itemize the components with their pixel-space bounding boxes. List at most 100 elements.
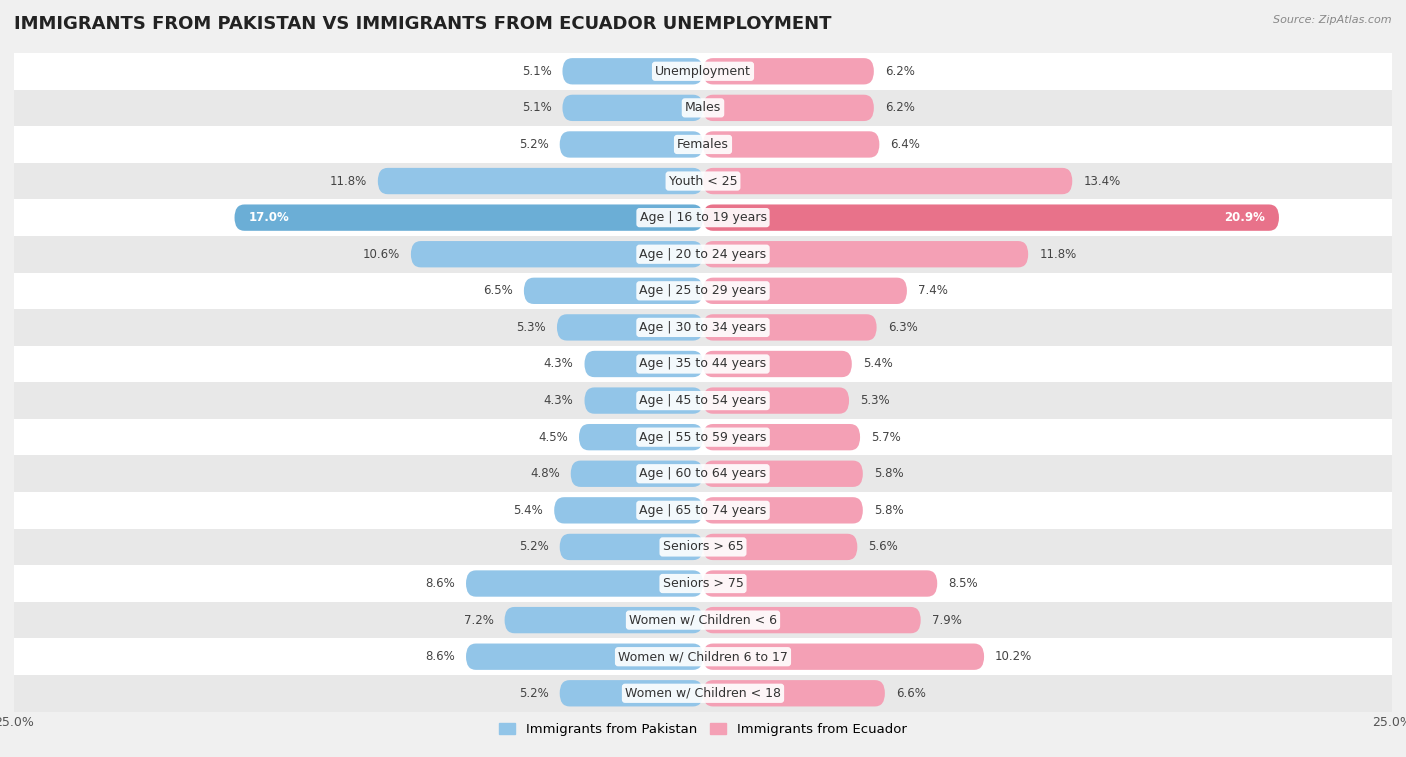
FancyBboxPatch shape	[703, 95, 875, 121]
Text: 5.4%: 5.4%	[513, 504, 543, 517]
Text: 5.8%: 5.8%	[875, 504, 904, 517]
Text: Women w/ Children < 6: Women w/ Children < 6	[628, 614, 778, 627]
FancyBboxPatch shape	[585, 388, 703, 414]
FancyBboxPatch shape	[235, 204, 703, 231]
Text: 4.8%: 4.8%	[530, 467, 560, 480]
Bar	[14, 419, 1392, 456]
Text: Males: Males	[685, 101, 721, 114]
Text: 13.4%: 13.4%	[1083, 175, 1121, 188]
Bar	[14, 602, 1392, 638]
FancyBboxPatch shape	[703, 388, 849, 414]
Text: 7.4%: 7.4%	[918, 285, 948, 298]
FancyBboxPatch shape	[703, 278, 907, 304]
Text: Age | 60 to 64 years: Age | 60 to 64 years	[640, 467, 766, 480]
Text: 4.3%: 4.3%	[544, 357, 574, 370]
Text: 6.3%: 6.3%	[887, 321, 917, 334]
Text: Age | 45 to 54 years: Age | 45 to 54 years	[640, 394, 766, 407]
Text: Women w/ Children < 18: Women w/ Children < 18	[626, 687, 780, 699]
Bar	[14, 309, 1392, 346]
Text: 20.9%: 20.9%	[1225, 211, 1265, 224]
Text: 8.6%: 8.6%	[425, 650, 456, 663]
Text: 5.2%: 5.2%	[519, 687, 548, 699]
Text: Age | 65 to 74 years: Age | 65 to 74 years	[640, 504, 766, 517]
Text: Age | 16 to 19 years: Age | 16 to 19 years	[640, 211, 766, 224]
Text: Seniors > 65: Seniors > 65	[662, 540, 744, 553]
FancyBboxPatch shape	[524, 278, 703, 304]
Text: Age | 20 to 24 years: Age | 20 to 24 years	[640, 248, 766, 260]
FancyBboxPatch shape	[703, 570, 938, 597]
FancyBboxPatch shape	[703, 241, 1028, 267]
Bar	[14, 638, 1392, 675]
Bar	[14, 126, 1392, 163]
Text: 6.5%: 6.5%	[484, 285, 513, 298]
Text: 5.2%: 5.2%	[519, 540, 548, 553]
FancyBboxPatch shape	[557, 314, 703, 341]
Text: 5.3%: 5.3%	[860, 394, 890, 407]
Text: Age | 25 to 29 years: Age | 25 to 29 years	[640, 285, 766, 298]
Text: Unemployment: Unemployment	[655, 65, 751, 78]
Bar	[14, 675, 1392, 712]
Text: Females: Females	[678, 138, 728, 151]
Text: 5.6%: 5.6%	[869, 540, 898, 553]
FancyBboxPatch shape	[505, 607, 703, 634]
Text: Source: ZipAtlas.com: Source: ZipAtlas.com	[1274, 15, 1392, 25]
Text: 6.2%: 6.2%	[884, 101, 915, 114]
Bar	[14, 382, 1392, 419]
Bar	[14, 199, 1392, 236]
FancyBboxPatch shape	[554, 497, 703, 524]
Text: 11.8%: 11.8%	[1039, 248, 1077, 260]
FancyBboxPatch shape	[411, 241, 703, 267]
FancyBboxPatch shape	[378, 168, 703, 195]
Text: 10.2%: 10.2%	[995, 650, 1032, 663]
Bar	[14, 528, 1392, 565]
Bar	[14, 236, 1392, 273]
FancyBboxPatch shape	[703, 424, 860, 450]
Text: Age | 35 to 44 years: Age | 35 to 44 years	[640, 357, 766, 370]
Text: Youth < 25: Youth < 25	[669, 175, 737, 188]
FancyBboxPatch shape	[465, 643, 703, 670]
Bar	[14, 456, 1392, 492]
Bar	[14, 346, 1392, 382]
FancyBboxPatch shape	[703, 58, 875, 85]
FancyBboxPatch shape	[562, 95, 703, 121]
Text: 11.8%: 11.8%	[329, 175, 367, 188]
Legend: Immigrants from Pakistan, Immigrants from Ecuador: Immigrants from Pakistan, Immigrants fro…	[494, 717, 912, 741]
FancyBboxPatch shape	[703, 168, 1073, 195]
FancyBboxPatch shape	[703, 643, 984, 670]
Text: 8.6%: 8.6%	[425, 577, 456, 590]
Bar	[14, 163, 1392, 199]
Text: 5.7%: 5.7%	[872, 431, 901, 444]
FancyBboxPatch shape	[560, 534, 703, 560]
Bar	[14, 89, 1392, 126]
FancyBboxPatch shape	[465, 570, 703, 597]
Text: 4.5%: 4.5%	[538, 431, 568, 444]
FancyBboxPatch shape	[579, 424, 703, 450]
FancyBboxPatch shape	[562, 58, 703, 85]
FancyBboxPatch shape	[703, 497, 863, 524]
Text: 7.9%: 7.9%	[932, 614, 962, 627]
Bar	[14, 492, 1392, 528]
Bar	[14, 53, 1392, 89]
FancyBboxPatch shape	[703, 680, 884, 706]
Text: Age | 30 to 34 years: Age | 30 to 34 years	[640, 321, 766, 334]
FancyBboxPatch shape	[585, 350, 703, 377]
Text: 5.4%: 5.4%	[863, 357, 893, 370]
Text: 5.3%: 5.3%	[516, 321, 546, 334]
Text: 6.4%: 6.4%	[890, 138, 921, 151]
FancyBboxPatch shape	[560, 131, 703, 157]
Text: 8.5%: 8.5%	[948, 577, 979, 590]
FancyBboxPatch shape	[703, 204, 1279, 231]
Text: 5.2%: 5.2%	[519, 138, 548, 151]
Text: 4.3%: 4.3%	[544, 394, 574, 407]
FancyBboxPatch shape	[703, 460, 863, 487]
Text: Age | 55 to 59 years: Age | 55 to 59 years	[640, 431, 766, 444]
Text: Seniors > 75: Seniors > 75	[662, 577, 744, 590]
Text: 5.8%: 5.8%	[875, 467, 904, 480]
Text: 10.6%: 10.6%	[363, 248, 399, 260]
Text: 5.1%: 5.1%	[522, 101, 551, 114]
Text: 6.6%: 6.6%	[896, 687, 925, 699]
FancyBboxPatch shape	[703, 534, 858, 560]
Text: 7.2%: 7.2%	[464, 614, 494, 627]
Bar	[14, 273, 1392, 309]
Text: 6.2%: 6.2%	[884, 65, 915, 78]
